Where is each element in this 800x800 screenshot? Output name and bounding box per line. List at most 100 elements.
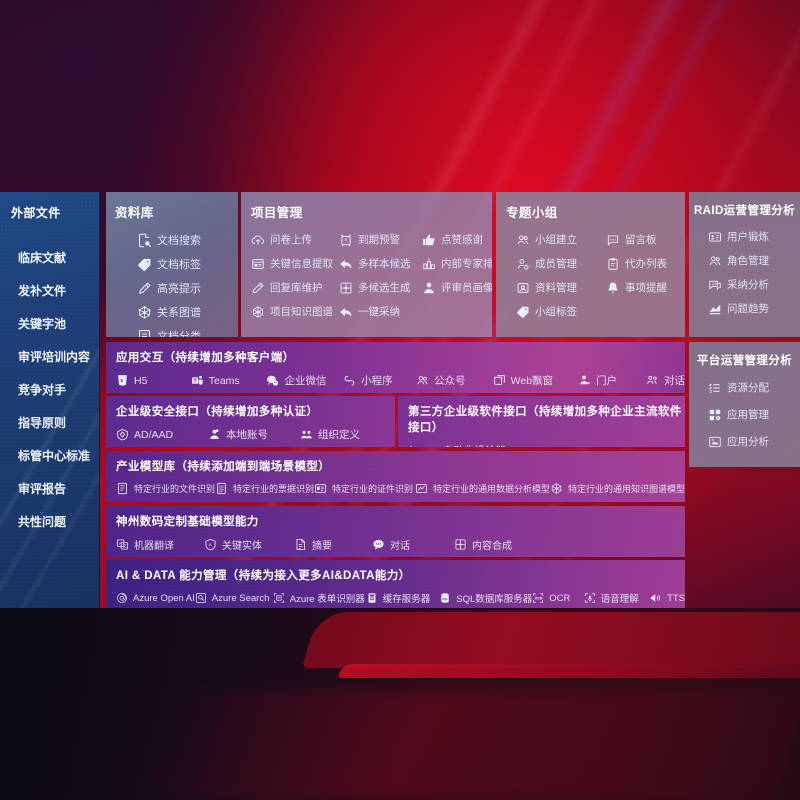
web-popup-icon — [493, 374, 506, 387]
dcits-item-dialog[interactable]: 对话 — [372, 537, 454, 552]
security-item-local-account[interactable]: 本地账号 — [208, 427, 300, 442]
ai-item-azure-search[interactable]: Azure Search — [195, 592, 273, 604]
sidebar-item-competitors[interactable]: 竞争对手 — [0, 373, 99, 406]
item-label: 内容合成 — [472, 541, 512, 552]
entity-a-icon: A — [204, 538, 217, 551]
tts-icon — [650, 592, 662, 604]
app-item-miniprogram[interactable]: 小程序 — [343, 373, 416, 388]
app-item-web-popup[interactable]: Web飘窗 — [493, 373, 578, 388]
group-item-material-management[interactable]: 资料管理 — [516, 280, 606, 295]
security-item-ad-aad[interactable]: AD/AAD — [116, 428, 208, 441]
raid-item-grid: 用户锻炼 角色管理 QA 采纳分析 问题趋势 — [689, 229, 800, 316]
project-item-key-info-extract[interactable]: 关键信息提取 — [251, 256, 339, 271]
item-label: 机器翻译 — [134, 541, 174, 552]
library-item-doc-tag[interactable]: 文档标签 — [137, 256, 238, 272]
platform-item-app-analysis[interactable]: 应用分析 — [708, 434, 800, 449]
sidebar-item-label: 竞争对手 — [18, 383, 67, 397]
sidebar-item-guidelines[interactable]: 指导原则 — [0, 406, 99, 439]
id-card-icon — [708, 230, 722, 244]
project-item-knowledge-graph[interactable]: 项目知识图谱 — [251, 304, 339, 319]
cloud-upload-icon — [251, 233, 265, 247]
row-industry-model-library: 产业模型库（持续添加端到端场景模型） 特定行业的文件识别 特定行业的票据识别 特… — [106, 451, 685, 502]
receipt-recognition-icon — [215, 482, 228, 495]
svg-text:5: 5 — [120, 378, 123, 384]
library-item-highlight[interactable]: 高亮提示 — [137, 280, 238, 296]
app-item-dialog[interactable]: 对话 — [646, 373, 685, 388]
industry-item-knowledge-graph-model[interactable]: 特定行业的通用知识图谱模型 — [550, 482, 685, 495]
app-item-h5[interactable]: 5 H5 — [116, 374, 191, 387]
group-item-todo-list[interactable]: 代办列表 — [606, 256, 685, 271]
item-label: 代办列表 — [625, 258, 667, 270]
row-third-party-interface: 第三方企业级软件接口（持续增加多种企业主流软件接口） API自动化设计器 — [398, 396, 685, 447]
project-item-one-click-adopt[interactable]: 一键采纳 — [339, 304, 422, 319]
group-item-message-board[interactable]: 留言板 — [606, 232, 685, 247]
security-item-org-definition[interactable]: 组织定义 — [300, 427, 360, 442]
sidebar-external-files: 外部文件 临床文献 发补文件 关键字池 审评培训内容 竞争对手 指导原则 标管中… — [0, 192, 100, 608]
item-label: 特定行业的文件识别 — [134, 484, 216, 494]
group-item-group-tag[interactable]: 小组标签 — [516, 304, 606, 319]
sidebar-item-review-report[interactable]: 审评报告 — [0, 472, 99, 505]
ai-item-speech-understanding[interactable]: 语音理解 — [584, 591, 650, 605]
id-recognition-icon — [314, 482, 327, 495]
raid-item-role-management[interactable]: 角色管理 — [708, 253, 800, 268]
ai-item-ocr[interactable]: OCR OCR — [532, 592, 583, 604]
sidebar-item-common-issues[interactable]: 共性问题 — [0, 505, 99, 538]
dcits-item-summary[interactable]: 摘要 — [294, 537, 372, 552]
sidebar-item-supplement-files[interactable]: 发补文件 — [0, 274, 99, 307]
sidebar-item-label: 发补文件 — [18, 284, 67, 298]
library-item-relation-graph[interactable]: 关系图谱 — [137, 304, 238, 320]
item-label: 高亮提示 — [157, 283, 201, 295]
ai-item-tts[interactable]: TTS — [650, 592, 685, 604]
sidebar-item-keyword-pool[interactable]: 关键字池 — [0, 307, 99, 340]
form-recognizer-icon — [273, 592, 285, 604]
raid-item-adoption-analysis[interactable]: QA 采纳分析 — [708, 277, 800, 292]
edit-pen-icon — [251, 281, 265, 295]
dcits-item-content-synthesis[interactable]: 内容合成 — [454, 537, 512, 552]
ai-item-sql-database[interactable]: SQL SQL数据库服务器 — [439, 591, 532, 605]
app-item-portal[interactable]: 门户 — [578, 373, 646, 388]
panel-platform-analytics: 平台运营管理分析 资源分配 应用管理 应用分析 — [689, 342, 800, 467]
industry-item-receipt-recognition[interactable]: 特定行业的票据识别 — [215, 482, 314, 495]
project-item-expiry-alert[interactable]: 到期预警 — [339, 232, 422, 247]
sidebar-item-standards-center[interactable]: 标管中心标准 — [0, 439, 99, 472]
row-enterprise-security: 企业级安全接口（持续增加多种认证） AD/AAD 本地账号 组织定义 — [106, 396, 395, 447]
project-item-multi-candidate-generate[interactable]: 多候选生成 — [339, 280, 422, 295]
project-item-multi-sample-candidates[interactable]: 多样本候选 — [339, 256, 422, 271]
group-item-member-management[interactable]: 成员管理 — [516, 256, 606, 271]
industry-item-data-analysis-model[interactable]: 特定行业的通用数据分析模型 — [415, 482, 550, 495]
ai-item-azure-openai[interactable]: Azure Open AI — [116, 592, 195, 604]
library-item-doc-category[interactable]: 文档分类 — [137, 328, 238, 337]
third-party-item-api-designer[interactable]: API自动化设计器 — [408, 443, 506, 447]
project-item-questionnaire-upload[interactable]: 问卷上传 — [251, 232, 339, 247]
project-item-reviewer-portrait[interactable]: 评审员画像 — [422, 280, 492, 295]
dcits-item-key-entity[interactable]: A 关键实体 — [204, 537, 294, 552]
app-item-wecom[interactable]: 企业微信 — [266, 373, 343, 388]
project-item-like-thanks[interactable]: 点赞感谢 — [422, 232, 492, 247]
sidebar-item-review-training[interactable]: 审评培训内容 — [0, 340, 99, 373]
ai-item-cache-server[interactable]: 缓存服务器 — [366, 591, 440, 605]
raid-item-issue-trend[interactable]: 问题趋势 — [708, 301, 800, 316]
library-item-doc-search[interactable]: 文档搜索 — [137, 232, 238, 248]
item-label: Web飘窗 — [510, 375, 554, 387]
ai-item-form-recognizer[interactable]: Azure 表单识别器 — [273, 591, 366, 605]
platform-item-app-management[interactable]: 应用管理 — [708, 407, 800, 422]
raid-item-user-training[interactable]: 用户锻炼 — [708, 229, 800, 244]
group-item-create-group[interactable]: 小组建立 — [516, 232, 606, 247]
platform-item-resource-allocation[interactable]: 资源分配 — [708, 380, 800, 395]
sidebar-item-clinical-literature[interactable]: 临床文献 — [0, 241, 99, 274]
project-item-reply-library[interactable]: 回复库维护 — [251, 280, 339, 295]
item-label: 门户 — [596, 375, 618, 387]
item-label: 一键采纳 — [358, 306, 400, 318]
app-item-official-account[interactable]: 公众号 — [416, 373, 493, 388]
item-label: AD/AAD — [134, 428, 174, 441]
item-label: 特定行业的通用数据分析模型 — [432, 484, 550, 494]
trend-chart-icon — [708, 302, 722, 316]
industry-item-file-recognition[interactable]: 特定行业的文件识别 — [116, 482, 215, 495]
industry-item-id-recognition[interactable]: 特定行业的证件识别 — [314, 482, 415, 495]
group-item-event-reminder[interactable]: 事项提醒 — [606, 280, 685, 295]
app-item-teams[interactable]: Teams — [191, 374, 267, 387]
row-ai-data-management: AI & DATA 能力管理（持续为接入更多AI&DATA能力） Azure O… — [106, 560, 685, 608]
project-item-internal-expert-ranking[interactable]: 内部专家排名 — [422, 256, 492, 271]
